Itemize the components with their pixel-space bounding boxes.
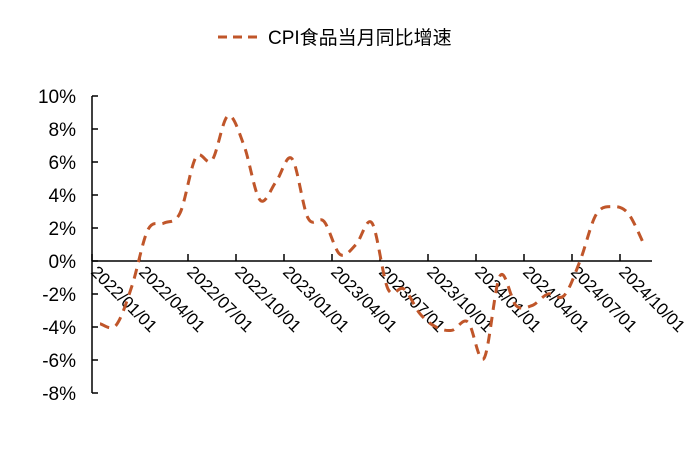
y-tick-label: -8% bbox=[42, 384, 76, 405]
y-tick-label: -2% bbox=[42, 285, 76, 306]
legend: CPI食品当月同比增速 bbox=[218, 27, 452, 49]
series-line-cpi-food bbox=[100, 116, 644, 360]
y-tick-label: -4% bbox=[42, 318, 76, 339]
y-tick-label: 0% bbox=[49, 252, 77, 273]
y-tick-label: 10% bbox=[38, 87, 76, 108]
y-tick-label: -6% bbox=[42, 351, 76, 372]
x-axis: 2022/01/012022/04/012022/07/012022/10/01… bbox=[87, 254, 689, 336]
y-tick-label: 2% bbox=[49, 219, 77, 240]
y-tick-label: 8% bbox=[49, 120, 77, 141]
y-tick-label: 4% bbox=[49, 186, 77, 207]
y-tick-label: 6% bbox=[49, 153, 77, 174]
y-axis: 10% 8% 6% 4% 2% 0% -2% -4% -6% -8% bbox=[38, 87, 98, 405]
legend-label: CPI食品当月同比增速 bbox=[268, 27, 452, 49]
